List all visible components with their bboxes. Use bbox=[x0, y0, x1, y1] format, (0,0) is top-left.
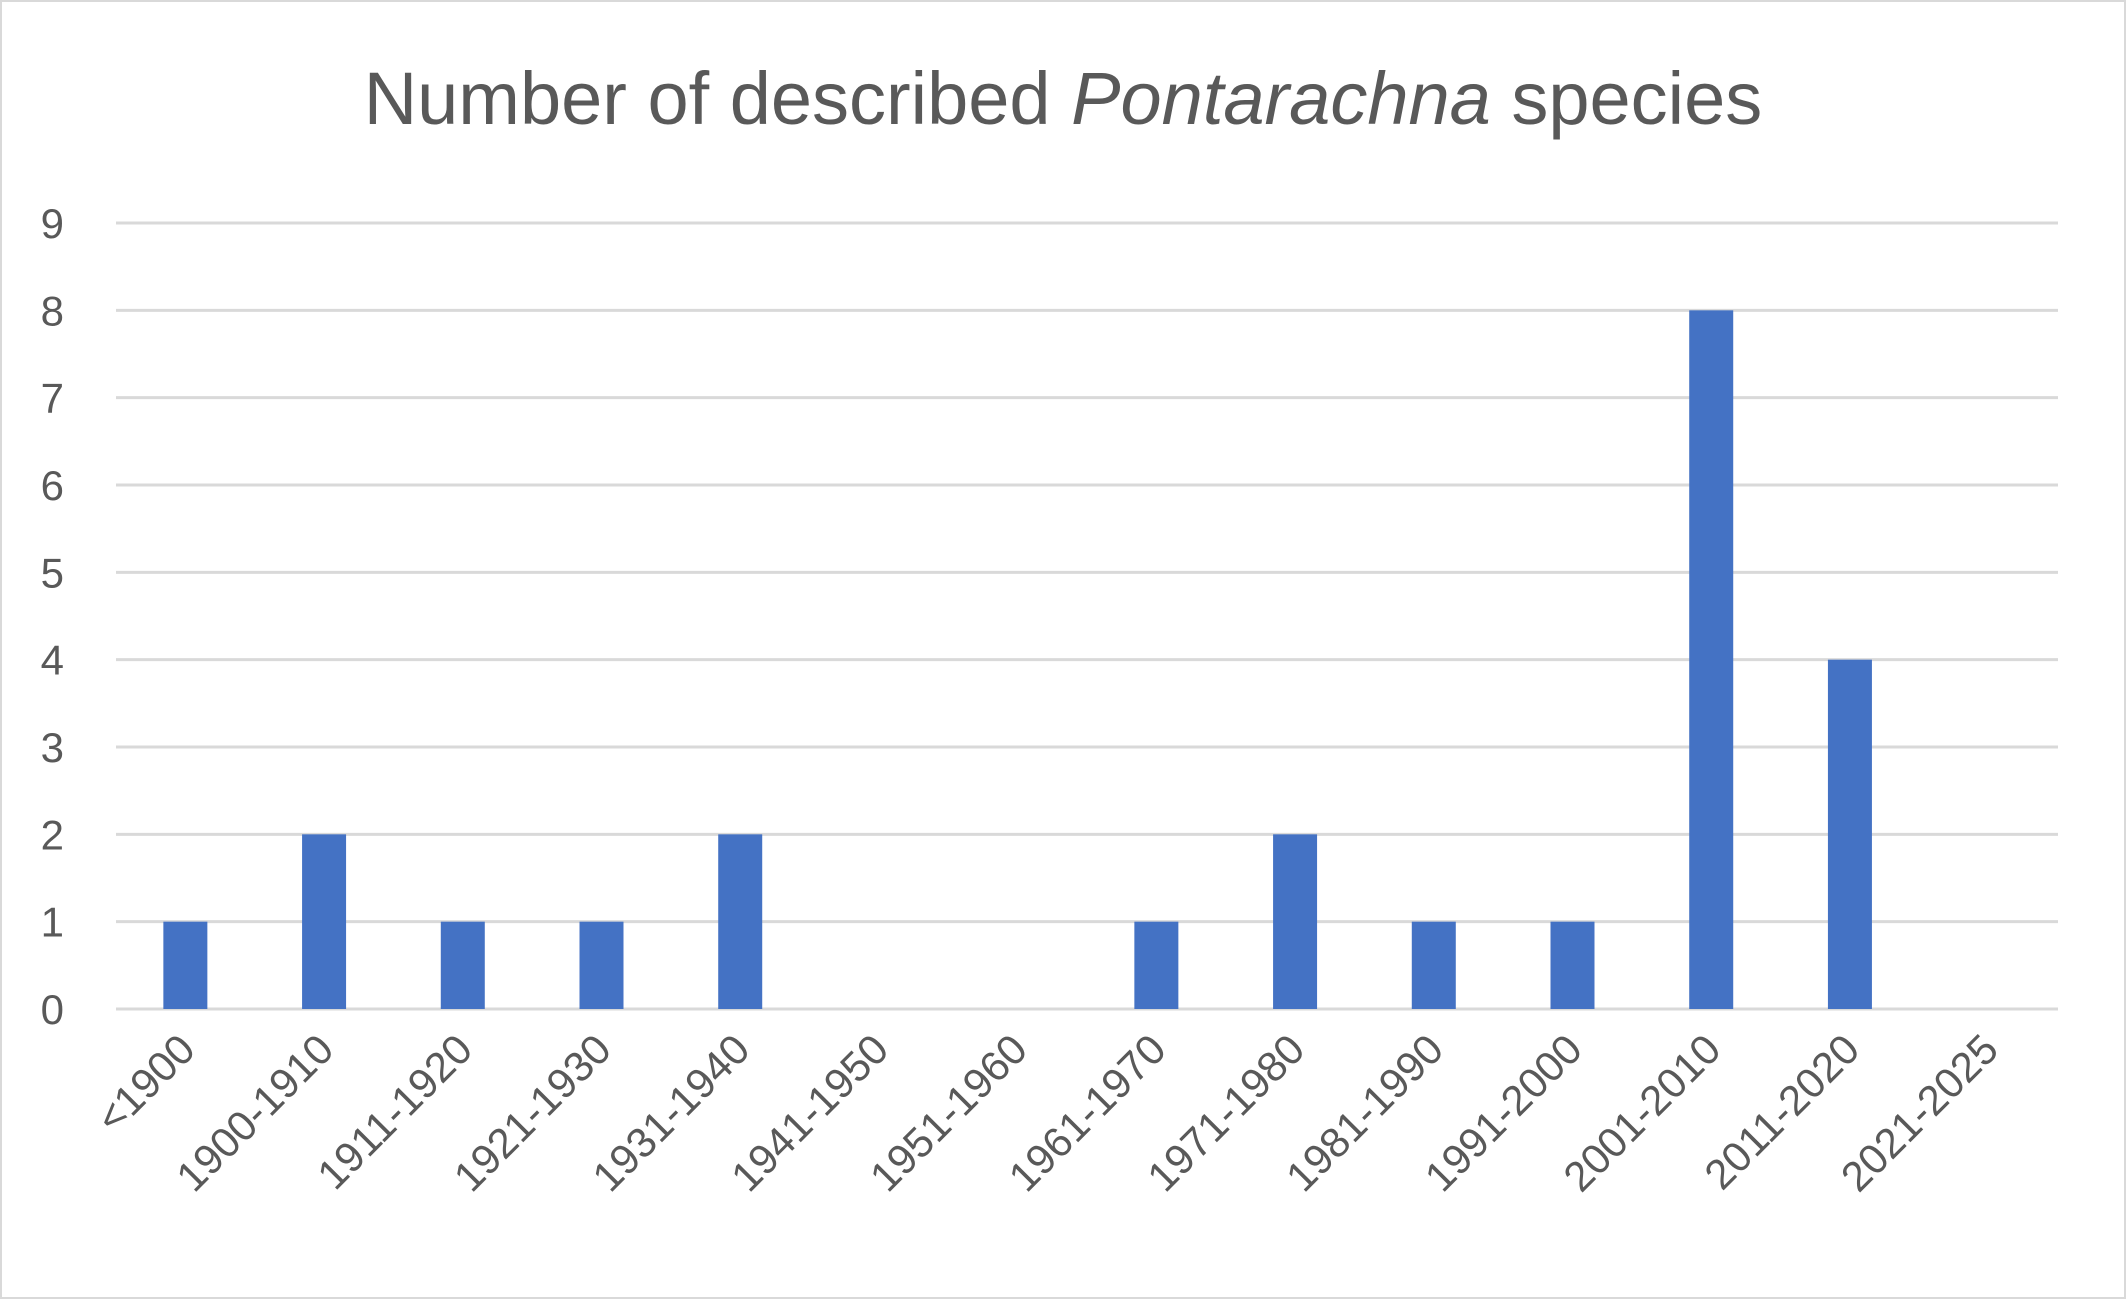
bar bbox=[1689, 310, 1734, 1009]
x-axis-ticks: <19001900-19101911-19201921-19301931-194… bbox=[87, 1025, 2007, 1200]
y-tick-label: 8 bbox=[41, 287, 64, 334]
y-tick-label: 1 bbox=[41, 899, 64, 946]
bar bbox=[302, 834, 347, 1009]
y-tick-label: 7 bbox=[41, 375, 64, 422]
chart-title-suffix: species bbox=[1491, 57, 1762, 140]
y-tick-label: 9 bbox=[41, 200, 64, 247]
y-tick-label: 2 bbox=[41, 811, 64, 858]
y-tick-label: 4 bbox=[41, 637, 64, 684]
bar bbox=[1827, 659, 1872, 1009]
bar bbox=[1134, 921, 1179, 1009]
chart-title-italic: Pontarachna bbox=[1071, 57, 1491, 140]
bar bbox=[579, 921, 624, 1009]
bar bbox=[1273, 834, 1318, 1009]
chart-title: Number of described Pontarachna species bbox=[364, 57, 1763, 140]
y-axis-ticks: 0 1 2 3 4 5 6 7 8 9 bbox=[41, 200, 64, 1033]
bar bbox=[1411, 921, 1456, 1009]
bar bbox=[718, 834, 763, 1009]
gridlines bbox=[116, 221, 2058, 1011]
y-tick-label: 5 bbox=[41, 549, 64, 596]
bar bbox=[440, 921, 485, 1009]
bar bbox=[1550, 921, 1595, 1009]
bars bbox=[163, 310, 1872, 1009]
y-tick-label: 3 bbox=[41, 724, 64, 771]
y-tick-label: 0 bbox=[41, 986, 64, 1033]
x-tick-label: <1900 bbox=[87, 1025, 204, 1142]
y-tick-label: 6 bbox=[41, 462, 64, 509]
bar bbox=[163, 921, 208, 1009]
chart-title-prefix: Number of described bbox=[364, 57, 1071, 140]
